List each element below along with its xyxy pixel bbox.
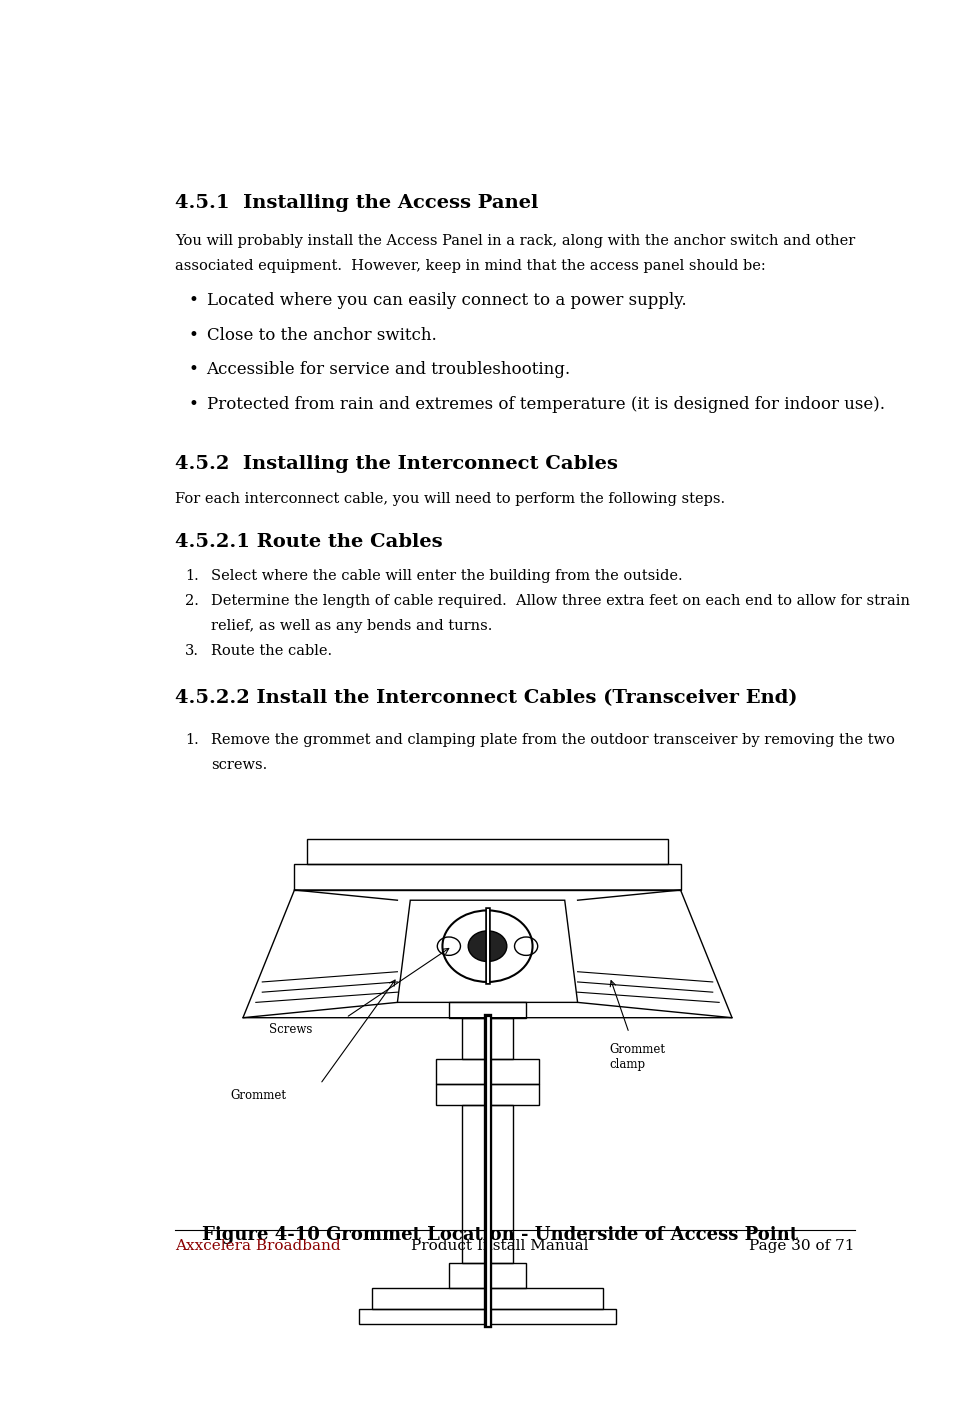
Text: Grommet
clamp: Grommet clamp (609, 1043, 666, 1071)
Text: Axxcelera Broadband: Axxcelera Broadband (175, 1239, 340, 1253)
Text: For each interconnect cable, you will need to perform the following steps.: For each interconnect cable, you will ne… (175, 491, 724, 505)
Text: 4.5.2.2 Install the Interconnect Cables (Transceiver End): 4.5.2.2 Install the Interconnect Cables … (175, 690, 798, 707)
Text: Route the cable.: Route the cable. (211, 644, 332, 658)
Text: •: • (188, 291, 198, 308)
Text: Screws: Screws (269, 1023, 312, 1036)
Text: Protected from rain and extremes of temperature (it is designed for indoor use).: Protected from rain and extremes of temp… (207, 396, 884, 413)
Text: associated equipment.  However, keep in mind that the access panel should be:: associated equipment. However, keep in m… (175, 258, 765, 272)
Text: Grommet: Grommet (230, 1090, 286, 1103)
Text: screws.: screws. (211, 758, 267, 772)
Text: •: • (188, 396, 198, 413)
Text: 4.5.2  Installing the Interconnect Cables: 4.5.2 Installing the Interconnect Cables (175, 455, 617, 474)
Text: Page 30 of 71: Page 30 of 71 (750, 1239, 855, 1253)
Circle shape (468, 931, 507, 962)
Text: •: • (188, 326, 198, 343)
Text: 4.5.2.1 Route the Cables: 4.5.2.1 Route the Cables (175, 534, 443, 551)
Text: 3.: 3. (185, 644, 199, 658)
Text: relief, as well as any bends and turns.: relief, as well as any bends and turns. (211, 619, 492, 633)
Text: Accessible for service and troubleshooting.: Accessible for service and troubleshooti… (207, 362, 570, 379)
Text: 1.: 1. (185, 734, 199, 746)
Text: Figure 4-10 Grommet Location - Underside of Access Point: Figure 4-10 Grommet Location - Underside… (202, 1226, 798, 1244)
Text: 2.: 2. (185, 595, 199, 609)
Text: Product Install Manual: Product Install Manual (410, 1239, 589, 1253)
Text: Determine the length of cable required.  Allow three extra feet on each end to a: Determine the length of cable required. … (211, 595, 910, 609)
Text: Remove the grommet and clamping plate from the outdoor transceiver by removing t: Remove the grommet and clamping plate fr… (211, 734, 895, 746)
Text: 1.: 1. (185, 569, 199, 583)
Text: Located where you can easily connect to a power supply.: Located where you can easily connect to … (207, 291, 686, 308)
Text: Select where the cable will enter the building from the outside.: Select where the cable will enter the bu… (211, 569, 682, 583)
Text: •: • (188, 362, 198, 379)
Text: Close to the anchor switch.: Close to the anchor switch. (207, 326, 436, 343)
Text: You will probably install the Access Panel in a rack, along with the anchor swit: You will probably install the Access Pan… (175, 234, 855, 248)
Text: 4.5.1  Installing the Access Panel: 4.5.1 Installing the Access Panel (175, 194, 538, 213)
